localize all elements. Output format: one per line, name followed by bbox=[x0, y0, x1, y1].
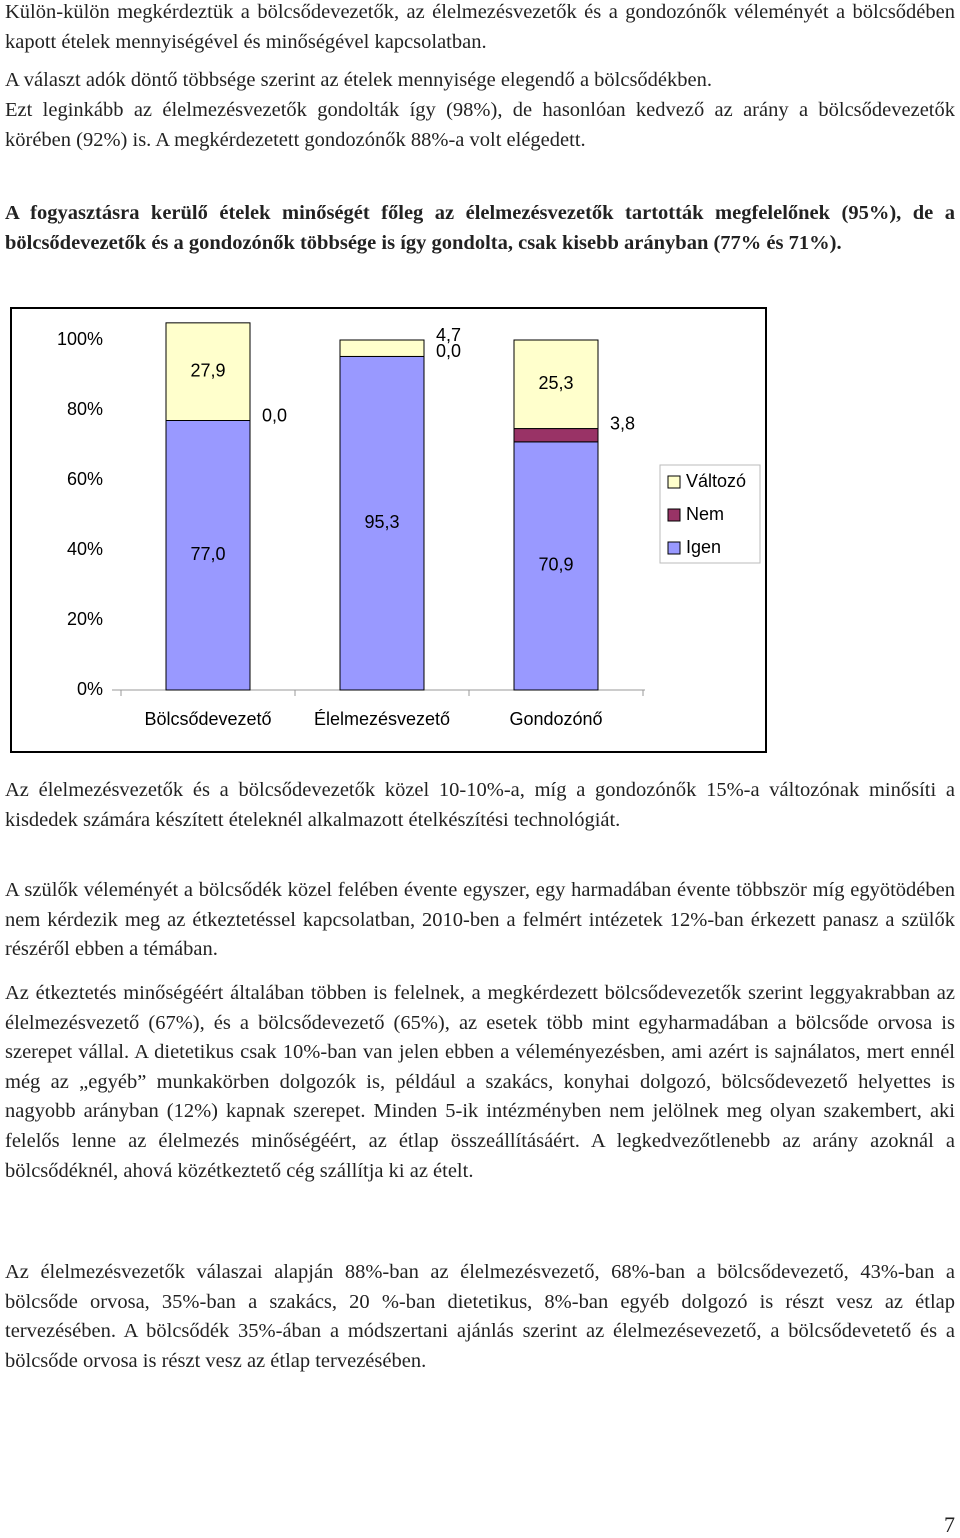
paragraph: Az élelmezésvezetők válaszai alapján 88%… bbox=[5, 1261, 955, 1372]
paragraph: A szülők véleményét a bölcsődék közel fe… bbox=[5, 879, 955, 961]
y-tick-label: 40% bbox=[67, 539, 103, 559]
bar-segment bbox=[513, 441, 599, 691]
data-label: 25,3 bbox=[538, 373, 573, 393]
bar-segment bbox=[165, 322, 251, 422]
y-tick-label: 0% bbox=[77, 679, 103, 699]
legend-swatch bbox=[667, 541, 681, 555]
data-label: 77,0 bbox=[190, 544, 225, 564]
x-tick-label: Élelmezésvezető bbox=[314, 709, 450, 729]
paragraph: Az étkeztetés minőségéért általában több… bbox=[5, 982, 955, 1182]
paragraph: A fogyasztásra kerülő ételek minőségét f… bbox=[5, 202, 955, 254]
bar-segment bbox=[165, 420, 251, 691]
legend-label: Változó bbox=[686, 471, 746, 491]
y-tick-label: 60% bbox=[67, 469, 103, 489]
paragraph: Az élelmezésvezetők és a bölcsődevezetők… bbox=[5, 779, 955, 831]
data-label: 3,8 bbox=[610, 413, 635, 433]
legend-label: Igen bbox=[686, 537, 721, 557]
x-tick-label: Bölcsődevezető bbox=[144, 709, 271, 729]
y-tick-label: 20% bbox=[67, 609, 103, 629]
y-tick-label: 80% bbox=[67, 399, 103, 419]
chart: 0% 20% 40% 60% 80% 100% Bölcsődevezető 77,0 0,0 2… bbox=[10, 307, 767, 753]
y-tick-label: 100% bbox=[57, 329, 103, 349]
data-label: 27,9 bbox=[190, 360, 225, 380]
bar-segment bbox=[513, 339, 599, 430]
data-label: 95,3 bbox=[364, 512, 399, 532]
legend-swatch bbox=[667, 475, 681, 489]
legend-label: Nem bbox=[686, 504, 724, 524]
legend-swatch bbox=[667, 508, 681, 522]
data-label: 4,7 bbox=[436, 325, 461, 345]
data-label: 70,9 bbox=[538, 555, 573, 575]
paragraph: Külön-külön megkérdeztük a bölcsődevezet… bbox=[5, 1, 955, 53]
page-number: 7 bbox=[944, 1512, 955, 1537]
paragraph: Ezt leginkább az élelmezésvezetők gondol… bbox=[5, 99, 955, 151]
x-tick-label: Gondozónő bbox=[509, 709, 602, 729]
bar-segment bbox=[513, 428, 599, 443]
paragraph: A választ adók döntő többsége szerint az… bbox=[5, 69, 713, 91]
bar-segment bbox=[339, 339, 425, 357]
data-label: 0,0 bbox=[262, 405, 287, 425]
data-label: 0,0 bbox=[436, 341, 461, 361]
